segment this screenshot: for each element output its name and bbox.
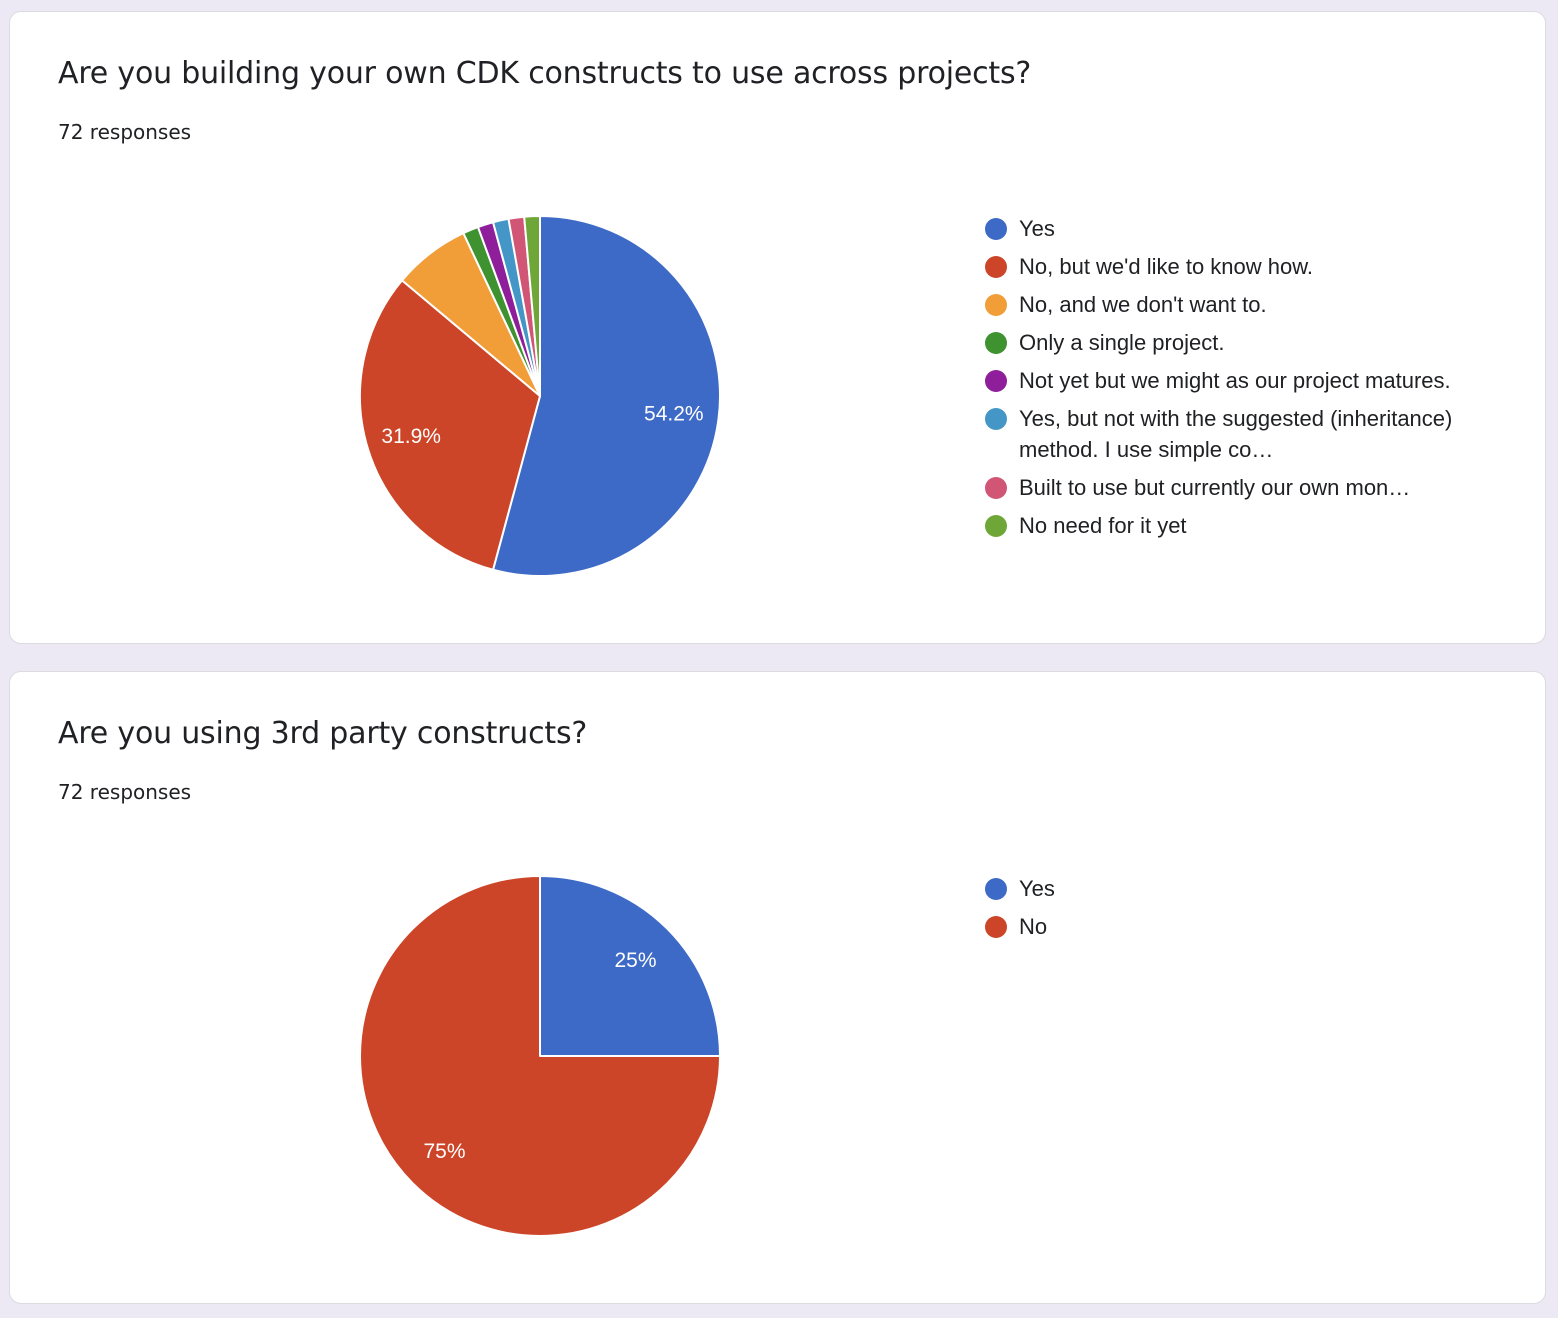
pie-slice-no-but-we-d-like-to-know-how[interactable] xyxy=(359,279,541,571)
pie-slice-yes[interactable] xyxy=(539,875,721,1057)
legend-item-not-yet-but-we-might-as-our-project-matu[interactable]: Not yet but we might as our project matu… xyxy=(985,365,1455,396)
legend-item-no[interactable]: No xyxy=(985,911,1455,942)
legend-swatch-icon xyxy=(985,515,1007,537)
legend-label: Yes, but not with the suggested (inherit… xyxy=(1019,406,1453,462)
legend-item-no-and-we-don-t-want-to[interactable]: No, and we don't want to. xyxy=(985,289,1455,320)
legend-swatch-icon xyxy=(985,370,1007,392)
legend-swatch-icon xyxy=(985,408,1007,430)
legend-label: No need for it yet xyxy=(1019,513,1187,538)
pie-slice-percent-label: 25% xyxy=(614,949,656,972)
legend-swatch-icon xyxy=(985,294,1007,316)
legend-swatch-icon xyxy=(985,256,1007,278)
chart-legend: Yes No, but we'd like to know how. No, and… xyxy=(985,213,1455,548)
chart-legend: Yes No xyxy=(985,873,1455,949)
legend-swatch-icon xyxy=(985,878,1007,900)
legend-item-built-to-use-but-currently-our-own-mon[interactable]: Built to use but currently our own mon… xyxy=(985,472,1455,503)
legend-label: No, but we'd like to know how. xyxy=(1019,254,1314,279)
question-card-third-party-constructs: Are you using 3rd party constructs? 72 r… xyxy=(9,671,1546,1304)
pie-slice-no[interactable] xyxy=(359,875,721,1237)
pie-slice-yes[interactable] xyxy=(492,215,721,577)
legend-swatch-icon xyxy=(985,332,1007,354)
pie-chart-cdk-constructs: 54.2% 31.9% xyxy=(359,215,721,577)
pie-slice-percent-label: 31.9% xyxy=(381,425,441,448)
question-title: Are you using 3rd party constructs? xyxy=(58,716,588,751)
legend-item-no-but-we-d-like-to-know-how[interactable]: No, but we'd like to know how. xyxy=(985,251,1455,282)
pie-chart-third-party-constructs: 25% 75% xyxy=(359,875,721,1237)
question-card-cdk-constructs: Are you building your own CDK constructs… xyxy=(9,11,1546,644)
legend-swatch-icon xyxy=(985,916,1007,938)
legend-label: Only a single project. xyxy=(1019,330,1225,355)
legend-label: No, and we don't want to. xyxy=(1019,292,1267,317)
pie-slice-no-need-for-it-yet[interactable] xyxy=(523,215,541,397)
legend-item-yes[interactable]: Yes xyxy=(985,873,1455,904)
legend-item-only-a-single-project[interactable]: Only a single project. xyxy=(985,327,1455,358)
legend-label: No xyxy=(1019,914,1048,939)
legend-item-no-need-for-it-yet[interactable]: No need for it yet xyxy=(985,510,1455,541)
legend-swatch-icon xyxy=(985,218,1007,240)
legend-label: Not yet but we might as our project matu… xyxy=(1019,368,1451,393)
pie-slice-percent-label: 54.2% xyxy=(644,402,704,425)
question-title: Are you building your own CDK constructs… xyxy=(58,56,1032,91)
legend-label: Yes xyxy=(1019,216,1055,241)
legend-label: Yes xyxy=(1019,876,1055,901)
legend-label: Built to use but currently our own mon… xyxy=(1019,475,1411,500)
legend-item-yes-but-not-with-the-suggested-inheritan[interactable]: Yes, but not with the suggested (inherit… xyxy=(985,403,1455,465)
legend-item-yes[interactable]: Yes xyxy=(985,213,1455,244)
response-count: 72 responses xyxy=(58,780,192,804)
pie-slice-percent-label: 75% xyxy=(423,1140,465,1163)
response-count: 72 responses xyxy=(58,120,192,144)
legend-swatch-icon xyxy=(985,477,1007,499)
